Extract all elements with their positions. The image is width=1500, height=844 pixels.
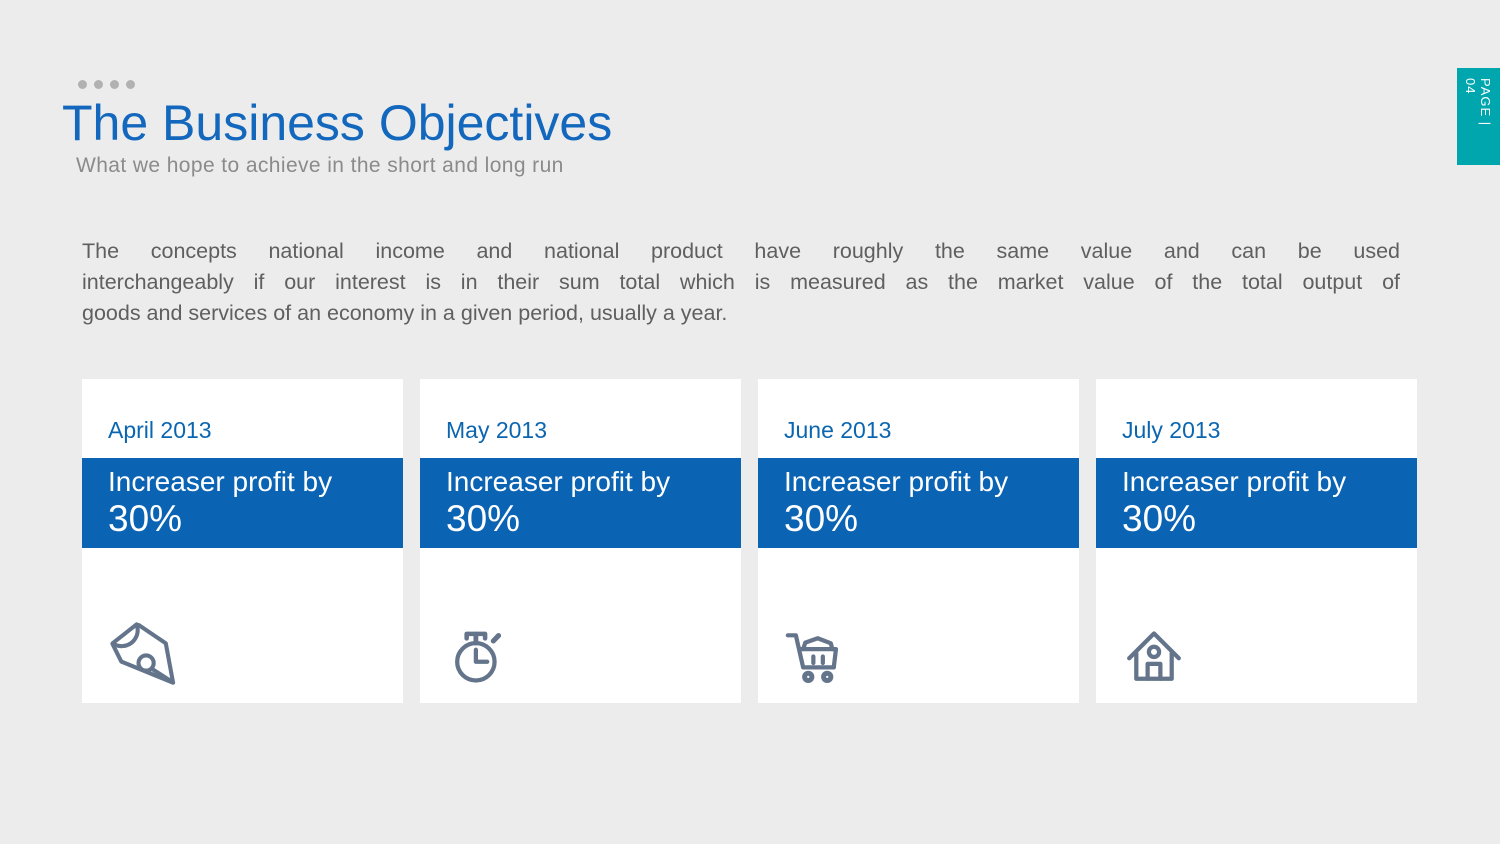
dot: [126, 80, 135, 89]
banner-text: Increaser profit by: [784, 466, 1009, 497]
pen-nib-icon: [106, 620, 176, 690]
slide-title: The Business Objectives: [62, 95, 613, 151]
dot: [78, 80, 87, 89]
objective-card-june: June 2013 Increaser profit by 30%: [758, 379, 1079, 703]
paragraph-line: interchangeably if our interest is in th…: [82, 270, 1400, 294]
shopping-cart-icon: [782, 620, 852, 690]
card-month-label: April 2013: [108, 417, 212, 443]
objective-card-may: May 2013 Increaser profit by 30%: [420, 379, 741, 703]
paragraph-line: The concepts national income and nationa…: [82, 239, 1400, 263]
banner-value: 30%: [784, 498, 859, 539]
card-banner: Increaser profit by 30%: [758, 458, 1079, 548]
slide-subtitle: What we hope to achieve in the short and…: [76, 154, 564, 177]
objective-card-april: April 2013 Increaser profit by 30%: [82, 379, 403, 703]
card-month-label: June 2013: [784, 417, 892, 443]
card-month-label: May 2013: [446, 417, 548, 443]
banner-value: 30%: [108, 498, 183, 539]
dot: [94, 80, 103, 89]
house-icon: [1120, 620, 1190, 690]
accent-dots: [78, 80, 135, 89]
paragraph-line: goods and services of an economy in a gi…: [82, 301, 728, 325]
card-banner: Increaser profit by 30%: [82, 458, 403, 548]
body-paragraph: The concepts national income and nationa…: [82, 236, 1400, 329]
card-banner: Increaser profit by 30%: [1096, 458, 1417, 548]
banner-text: Increaser profit by: [446, 466, 671, 497]
dot: [110, 80, 119, 89]
page-number-tab: PAGE | 04: [1457, 68, 1500, 165]
banner-text: Increaser profit by: [108, 466, 333, 497]
banner-text: Increaser profit by: [1122, 466, 1347, 497]
banner-value: 30%: [1122, 498, 1197, 539]
page-label: PAGE |: [1478, 78, 1493, 127]
card-banner: Increaser profit by 30%: [420, 458, 741, 548]
card-month-label: July 2013: [1122, 417, 1221, 443]
objective-card-july: July 2013 Increaser profit by 30%: [1096, 379, 1417, 703]
banner-value: 30%: [446, 498, 521, 539]
page-number: 04: [1463, 78, 1478, 95]
stopwatch-icon: [444, 620, 514, 690]
